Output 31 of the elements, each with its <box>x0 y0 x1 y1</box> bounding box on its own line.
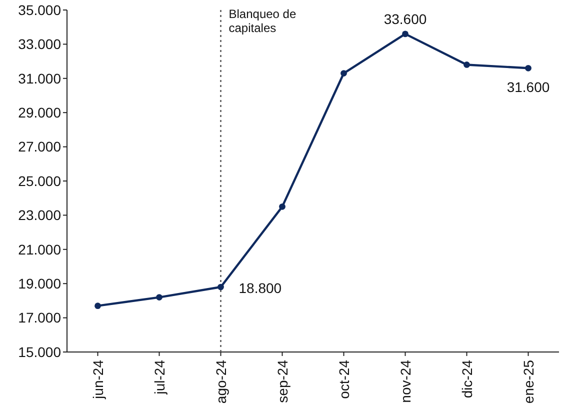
x-tick-label: ago-24 <box>212 360 229 404</box>
y-tick-label: 19.000 <box>18 276 62 292</box>
y-tick-label: 27.000 <box>18 138 62 155</box>
y-tick-label: 15.000 <box>18 344 62 360</box>
ref-line-label: Blanqueo de capitales <box>228 7 296 35</box>
x-tick-label: jun-24 <box>90 360 106 400</box>
y-tick-label: 23.000 <box>18 207 62 224</box>
y-tick-label: 29.000 <box>18 104 62 120</box>
point <box>279 203 286 210</box>
point <box>156 294 162 300</box>
x-tick-label: jul-24 <box>151 360 168 396</box>
y-tick-label: 31.000 <box>18 70 62 86</box>
point <box>464 62 470 68</box>
y-tick-label: 35.000 <box>18 2 62 18</box>
point <box>525 64 532 72</box>
y-tick-label: 17.000 <box>18 310 62 326</box>
x-tick-label: sep-24 <box>274 360 290 403</box>
point <box>94 302 101 310</box>
point <box>340 70 347 76</box>
data-label: 33.600 <box>384 10 427 27</box>
x-tick-label: dic-24 <box>458 360 475 398</box>
data-label: 31.600 <box>506 79 550 96</box>
y-tick-label: 33.000 <box>18 36 62 52</box>
x-tick-label: ene-25 <box>520 360 536 404</box>
y-tick-label: 25.000 <box>18 172 62 189</box>
point <box>402 30 408 38</box>
x-tick-label: nov-24 <box>397 360 414 403</box>
point <box>218 284 224 290</box>
y-tick-label: 21.000 <box>18 241 62 258</box>
data-label: 18.800 <box>238 280 282 296</box>
x-tick-label: oct-24 <box>336 360 352 399</box>
